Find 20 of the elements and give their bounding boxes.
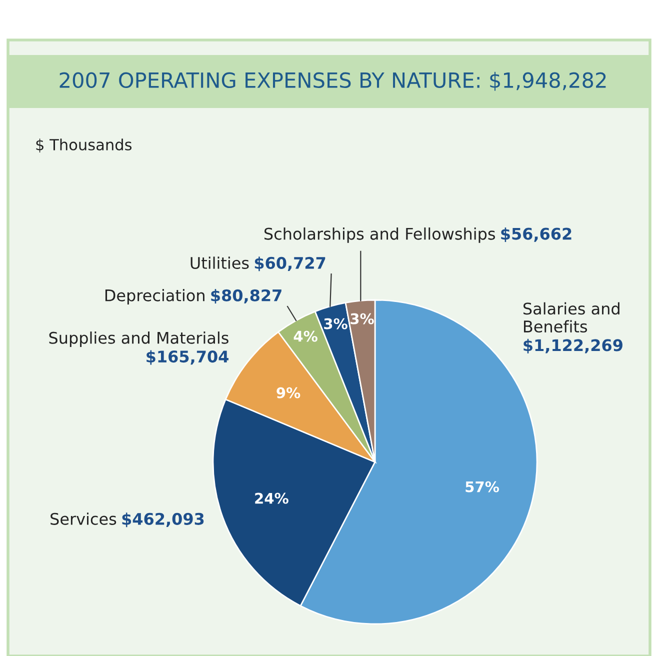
text: 9% — [276, 387, 300, 398]
slice-label: Salaries and Benefits — [523, 302, 620, 333]
text: 4% — [294, 330, 318, 342]
slice-label: Supplies and Materials — [49, 332, 228, 347]
data-label: $80,827 — [211, 289, 282, 304]
chart-title: 2007 OPERATING EXPENSES BY NATURE: $1,948,282 — [60, 72, 606, 91]
text: 3% — [350, 313, 374, 324]
data-label: $1,122,269 — [524, 338, 622, 354]
text: 57% — [466, 481, 500, 492]
data-label: $60,727 — [254, 256, 326, 272]
slice-label: Scholarships and Fellowships — [264, 227, 495, 243]
text: 3% — [324, 318, 348, 330]
slice-label: Utilities — [190, 256, 249, 269]
chart-subtitle: $ Thousands — [36, 138, 132, 152]
data-label: $462,093 — [122, 512, 204, 528]
data-label: $56,662 — [501, 227, 572, 242]
slice-label: Depreciation — [105, 289, 204, 304]
slice-label: Services — [50, 512, 116, 525]
text: 24% — [255, 492, 288, 504]
data-label: $165,704 — [146, 350, 228, 365]
